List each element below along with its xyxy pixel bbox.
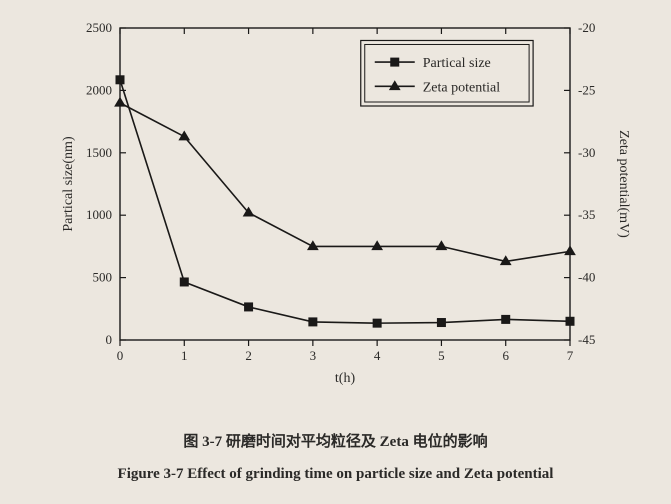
caption-cn: 图 3-7 研磨时间对平均粒径及 Zeta 电位的影响 <box>0 430 671 451</box>
series-line <box>120 80 570 323</box>
yl-axis-label: Partical size(nm) <box>61 136 76 232</box>
page: 0 1 2 3 4 5 6 7 t(h) 0 500 1000 1500 2000 2500 Partical… <box>0 0 671 504</box>
x-tick-label: 6 <box>502 348 509 363</box>
marker-square <box>502 315 510 323</box>
yl-tick-label: 0 <box>106 332 113 347</box>
x-tick-label: 5 <box>438 348 445 363</box>
yr-axis-label: Zeta potential(mV) <box>616 130 631 238</box>
yl-tick-label: 1500 <box>86 145 112 160</box>
marker-square <box>566 317 574 325</box>
marker-triangle <box>565 246 575 254</box>
x-axis-label: t(h) <box>335 371 356 386</box>
marker-triangle <box>372 241 382 249</box>
x-tick-label: 3 <box>310 348 317 363</box>
legend-box-outer <box>361 40 533 106</box>
yr-tick-label: -30 <box>578 145 595 160</box>
yl-tick-label: 500 <box>93 270 113 285</box>
x-tick-label: 7 <box>567 348 574 363</box>
dual-axis-chart: 0 1 2 3 4 5 6 7 t(h) 0 500 1000 1500 2000 2500 Partical… <box>50 10 640 410</box>
caption-en: Figure 3-7 Effect of grinding time on pa… <box>0 466 671 483</box>
marker-square <box>180 278 188 286</box>
marker-square <box>116 76 124 84</box>
marker-triangle <box>115 98 125 106</box>
legend-label: Partical size <box>423 56 491 71</box>
x-tick-label: 4 <box>374 348 381 363</box>
yl-tick-label: 2500 <box>86 20 112 35</box>
yl-tick-label: 1000 <box>86 207 112 222</box>
marker-square <box>437 319 445 327</box>
marker-triangle <box>436 241 446 249</box>
captions: 图 3-7 研磨时间对平均粒径及 Zeta 电位的影响 Figure 3-7 E… <box>0 430 671 483</box>
x-tick-label: 1 <box>181 348 188 363</box>
marker-square <box>245 303 253 311</box>
legend-label: Zeta potential <box>423 80 500 95</box>
yr-tick-label: -45 <box>578 332 595 347</box>
series-line <box>120 103 570 261</box>
marker-square <box>309 318 317 326</box>
x-tick-label: 2 <box>245 348 252 363</box>
yr-tick-label: -35 <box>578 207 595 222</box>
yr-tick-label: -25 <box>578 82 595 97</box>
x-tick-label: 0 <box>117 348 124 363</box>
yl-tick-label: 2000 <box>86 82 112 97</box>
marker-square <box>391 58 399 66</box>
yr-tick-label: -20 <box>578 20 595 35</box>
yr-tick-label: -40 <box>578 270 595 285</box>
marker-square <box>373 319 381 327</box>
